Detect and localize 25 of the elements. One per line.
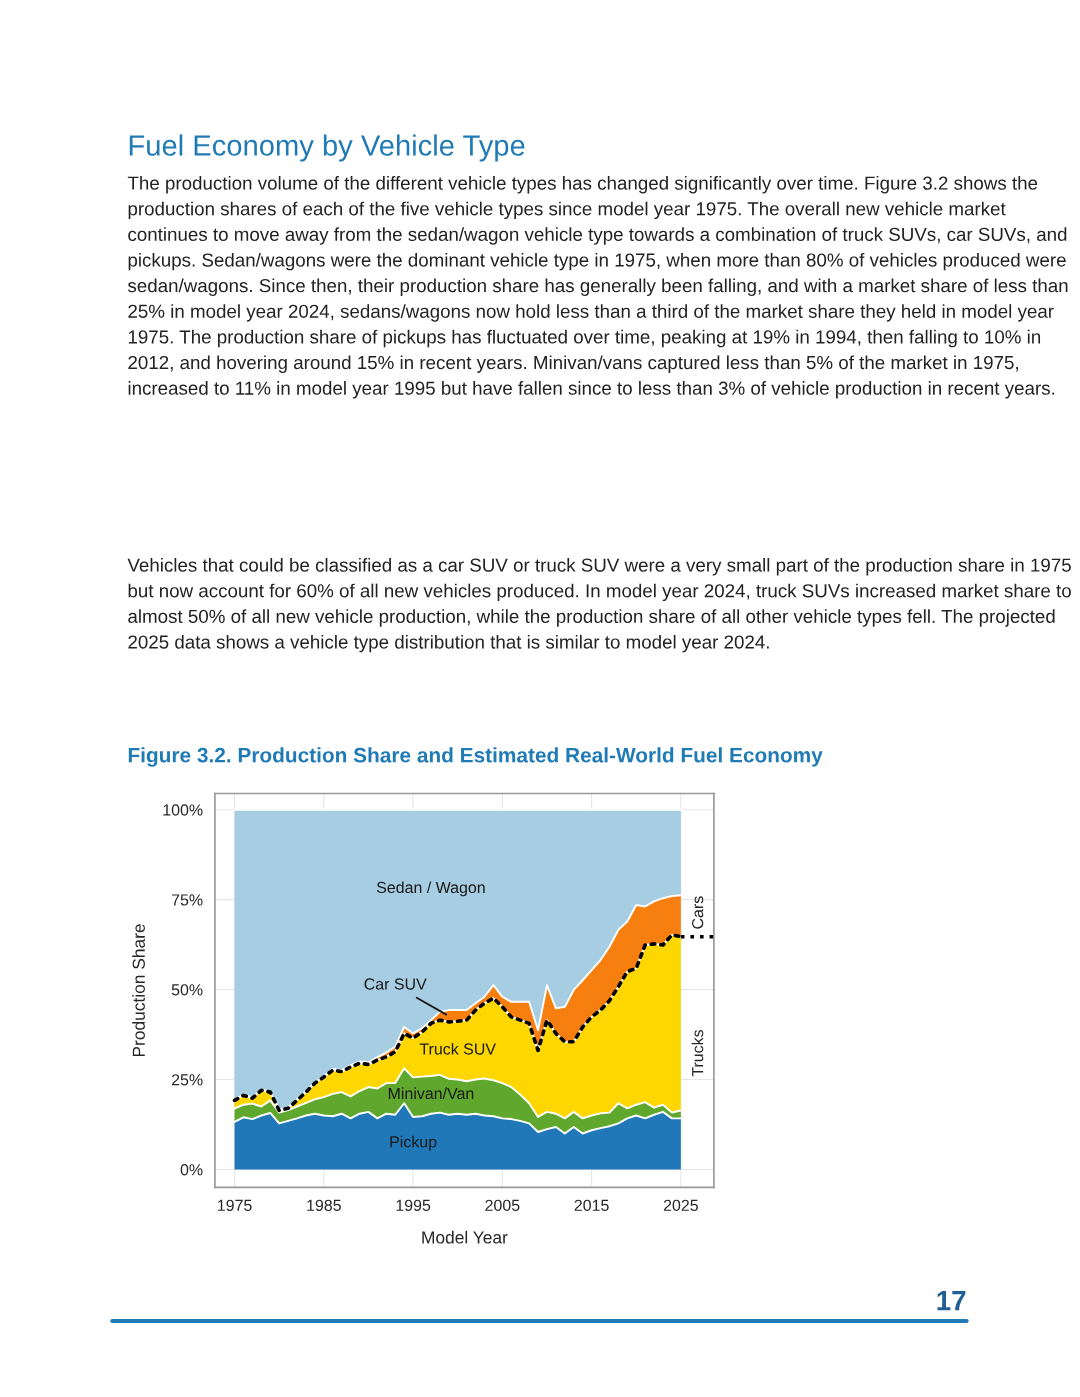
- series-label: Sedan / Wagon: [376, 881, 485, 897]
- x-axis-title: Model Year: [422, 1230, 508, 1244]
- y-tick-label: 75%: [171, 894, 203, 906]
- text: The production volume of the different vehicle types has changed significantly over time. Figure 3.2 shows the production shares of each of the five vehicle types since model year 1975. The overall new vehicle market continues to move away from the sedan/wagon vehicle type towards a combination of truck SUVs, car SUVs, and pickups. Sedan/wagons were the dominant vehicle type in 1975, when more than 80% of vehicles produced were sedan/wagons. Since then, their production share has generally been falling, and with a market share of less than 25% in model year 2024, sedans/wagons now hold less than a third of the market share they held in model year 1975. The production share of pickups has fluctuated over time, peaking at 19% in 1994, then falling to 10% in 2012, and hovering around 15% in recent years. Minivan/vans captured less than 5% of the market in 1975, increased to 11% in model year 1995 but have fallen since to less than 3% of vehicle production in recent years.: [127, 176, 1068, 399]
- x-tick-label: 2025: [663, 1199, 698, 1211]
- y-tick-label: 25%: [171, 1074, 203, 1086]
- x-tick-label: 1985: [307, 1199, 341, 1211]
- text: Vehicles that could be classified as a car SUV or truck SUV were a very small part of the production share in 1975 but now account for 60% of all new vehicles produced. In model year 2024, truck SUVs increased market share to almost 50% of all new vehicle production, while the production share of all other vehicle types fell. The projected 2025 data shows a vehicle type distribution that is similar to model year 2024.: [127, 558, 1071, 653]
- text: Fuel Economy by Vehicle Type: [129, 134, 525, 162]
- series-label: Truck SUV: [419, 1042, 496, 1055]
- text: 17: [937, 1291, 966, 1311]
- y-axis-title: Production Share: [132, 924, 145, 1057]
- y-tick-label: 0%: [180, 1164, 203, 1176]
- y-tick-label: 50%: [171, 984, 203, 996]
- annotation: Trucks: [691, 1029, 704, 1077]
- series-label: Car SUV: [364, 978, 427, 990]
- x-tick-label: 1975: [218, 1199, 252, 1211]
- chart-title: Figure 3.2. Production Share and Estimated Real-World Fuel Economy: [128, 747, 823, 767]
- series-label: Minivan/Van: [388, 1087, 474, 1100]
- x-tick-label: 2005: [485, 1199, 520, 1211]
- y-tick-label: 100%: [163, 804, 203, 816]
- series-label: Pickup: [390, 1135, 437, 1151]
- x-tick-label: 2015: [574, 1199, 609, 1211]
- x-tick-label: 1995: [396, 1199, 431, 1211]
- annotation: Cars: [692, 896, 704, 929]
